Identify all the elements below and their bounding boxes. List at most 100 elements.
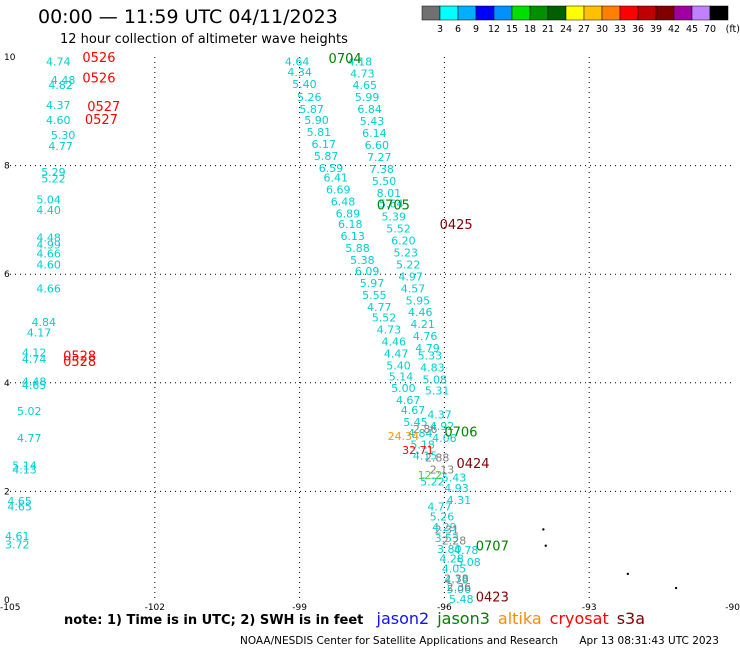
colorbar-tick-label: 21	[542, 24, 554, 34]
wave-height-label: 4.65	[7, 495, 32, 508]
pass-time-label: 0527	[85, 113, 118, 128]
wave-height-label: 3.53	[435, 532, 460, 545]
wave-height-label: 5.87	[314, 150, 339, 163]
wave-height-label: 6.89	[336, 207, 361, 220]
wave-height-label: 4.12	[22, 346, 47, 359]
wave-height-label: 8.01	[377, 187, 402, 200]
wave-height-label: 4.65	[353, 79, 378, 92]
wave-height-label: 4.73	[377, 324, 402, 337]
wave-height-label: 4.82	[48, 79, 73, 92]
wave-height-label: 4.67	[396, 394, 421, 407]
wave-height-label: 6.48	[331, 195, 356, 208]
wave-height-label: 4.37	[427, 408, 452, 421]
satellite-legend-s3a: s3a	[616, 609, 646, 628]
pass-time-label: 0707	[476, 540, 509, 555]
coastline-mark	[626, 572, 630, 576]
wave-height-label: 5.33	[418, 350, 443, 363]
wave-height-label: 5.40	[292, 78, 317, 91]
wave-height-label: 4.17	[27, 326, 52, 339]
y-tick-label: 2	[4, 487, 10, 497]
wave-height-label: 5.30	[51, 129, 76, 142]
wave-height-label: 4.77	[17, 432, 42, 445]
x-tick-label: -102	[145, 603, 165, 610]
wave-height-label: 2.88	[425, 452, 450, 465]
pass-time-label: 0424	[456, 457, 489, 472]
wave-height-label: 4.57	[401, 282, 426, 295]
wave-height-label: 6.17	[311, 138, 336, 151]
wave-height-label: 4.79	[444, 573, 469, 586]
wave-height-label: 4.73	[350, 67, 375, 80]
wave-height-label: 4.66	[36, 248, 61, 261]
wave-height-label: 5.64	[379, 198, 404, 211]
wave-height-label: 6.69	[326, 183, 351, 196]
satellite-legend-jason2: jason2	[376, 609, 430, 628]
wave-height-label: 4.99	[36, 238, 61, 251]
wave-height-label: 5.29	[41, 166, 66, 179]
wave-height-label: 6.20	[391, 235, 416, 248]
colorbar-tick-label: 3	[437, 24, 443, 34]
wave-height-label: 4.48	[36, 231, 61, 244]
wave-height-label: 5.99	[355, 91, 380, 104]
credit-line: NOAA/NESDIS Center for Satellite Applica…	[240, 635, 719, 647]
wave-height-label: 5.55	[362, 289, 387, 302]
wave-height-label: 4.76	[413, 330, 438, 343]
colorbar-tick-label: 24	[560, 24, 572, 34]
wave-height-label: 12.2	[418, 469, 443, 482]
generated-timestamp: Apr 13 08:31:43 UTC 2023	[579, 635, 719, 647]
wave-height-label: 4.46	[408, 306, 433, 319]
colorbar-tick-label: 70	[704, 24, 716, 34]
wave-height-label: 6.13	[340, 230, 365, 243]
x-tick-label: -93	[582, 603, 597, 610]
wave-height-label: 4.34	[287, 66, 312, 79]
wave-height-label: 4.77	[367, 301, 392, 314]
wave-height-label: 6.18	[338, 218, 363, 231]
wave-height-label: 4.40	[36, 204, 61, 217]
wave-height-label: 4.83	[420, 362, 445, 375]
pass-time-label: 0705	[377, 199, 410, 214]
colorbar-unit: (ft)	[726, 24, 740, 34]
wave-height-label: 4.74	[46, 55, 71, 68]
wave-height-label: 4.28	[439, 553, 464, 566]
wave-height-label: 5.06	[447, 583, 472, 596]
wave-height-label: 5.22	[41, 173, 66, 186]
wave-height-label: 4.77	[427, 501, 452, 514]
footer-legend: note: 1) Time is in UTC; 2) SWH is in fe…	[64, 609, 645, 628]
wave-height-label: 5.14	[389, 370, 414, 383]
colorbar-tick-label: 27	[578, 24, 590, 34]
wave-height-label: 2.38	[444, 572, 469, 585]
wave-height-label: 4.31	[447, 494, 472, 507]
wave-height-label: 5.81	[307, 126, 332, 139]
pass-time-label: 0706	[444, 426, 477, 441]
wave-height-label: 4.64	[285, 55, 310, 68]
wave-height-label: 5.48	[449, 593, 474, 606]
wave-height-label: 2.36	[447, 581, 472, 594]
wave-height-label: 7.38	[369, 163, 394, 176]
wave-height-label: 5.97	[360, 277, 385, 290]
wave-height-label: 2.13	[430, 464, 455, 477]
satellite-legend: jason2 jason3 altika cryosat s3a	[369, 609, 646, 628]
wave-height-label: 4.65	[22, 379, 47, 392]
colorbar-tick-label: 45	[686, 24, 698, 34]
coastline-mark	[674, 586, 678, 590]
wave-height-label: 4.84	[32, 316, 57, 329]
wave-height-label: 5.04	[36, 193, 61, 206]
wave-height-label: 4.48	[51, 74, 76, 87]
wave-height-label: 5.26	[430, 510, 455, 523]
y-tick-label: 6	[4, 270, 10, 280]
wave-height-label: 4.29	[432, 521, 457, 534]
wave-height-label: 5.22	[420, 476, 445, 489]
y-tick-label: 10	[4, 53, 16, 63]
satellite-legend-cryosat: cryosat	[549, 609, 609, 628]
wave-height-label: 5.52	[386, 223, 411, 236]
wave-height-label: 4.84	[408, 427, 433, 440]
wave-height-label: 4.78	[454, 544, 479, 557]
credit-text: NOAA/NESDIS Center for Satellite Applica…	[240, 635, 558, 647]
wave-height-label: 5.02	[17, 405, 42, 418]
x-tick-label: -96	[437, 603, 452, 610]
wave-height-label: 6.60	[365, 139, 390, 152]
wave-height-label: 3.80	[437, 543, 462, 556]
y-tick-label: 4	[4, 379, 10, 389]
wave-height-label: 24.34	[388, 430, 420, 443]
wave-height-label: 5.26	[297, 91, 322, 104]
